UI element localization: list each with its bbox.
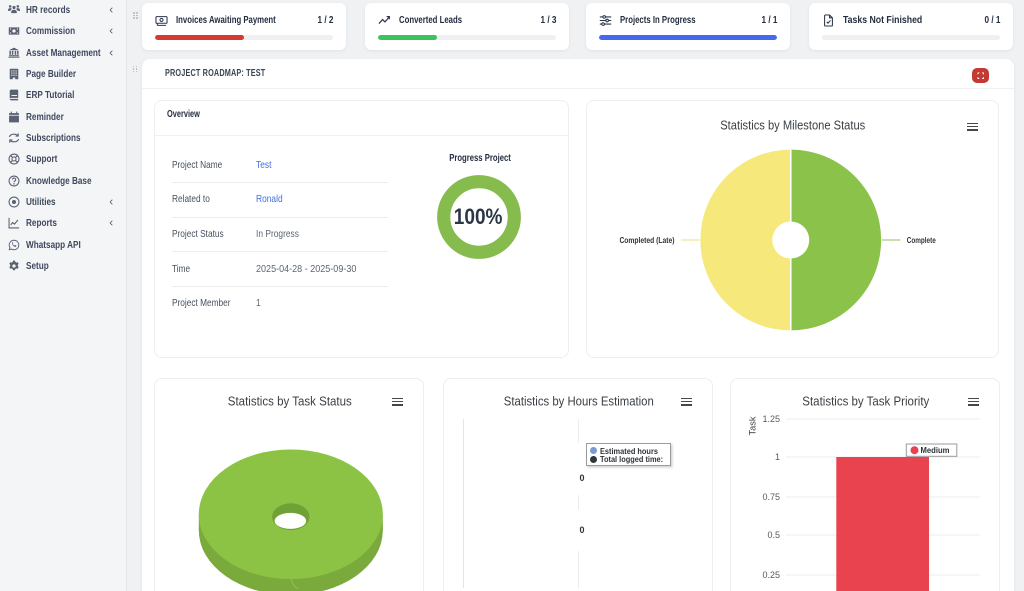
svg-text:Task: Task — [748, 416, 758, 436]
svg-text:Completed (Late): Completed (Late) — [620, 235, 675, 245]
svg-text:Statistics by Milestone Status: Statistics by Milestone Status — [721, 118, 866, 133]
svg-text:Complete: Complete — [907, 235, 936, 245]
svg-text:Statistics by Task Priority: Statistics by Task Priority — [802, 394, 929, 409]
svg-text:0.25: 0.25 — [762, 570, 780, 580]
svg-text:Statistics by Task Status: Statistics by Task Status — [228, 394, 352, 409]
svg-text:Statistics by Hours Estimation: Statistics by Hours Estimation — [504, 394, 654, 409]
svg-text:1: 1 — [775, 452, 780, 462]
svg-text:0.5: 0.5 — [767, 530, 780, 540]
svg-text:Medium: Medium — [921, 445, 950, 455]
svg-text:1.25: 1.25 — [762, 414, 780, 424]
svg-text:0.75: 0.75 — [762, 492, 780, 502]
